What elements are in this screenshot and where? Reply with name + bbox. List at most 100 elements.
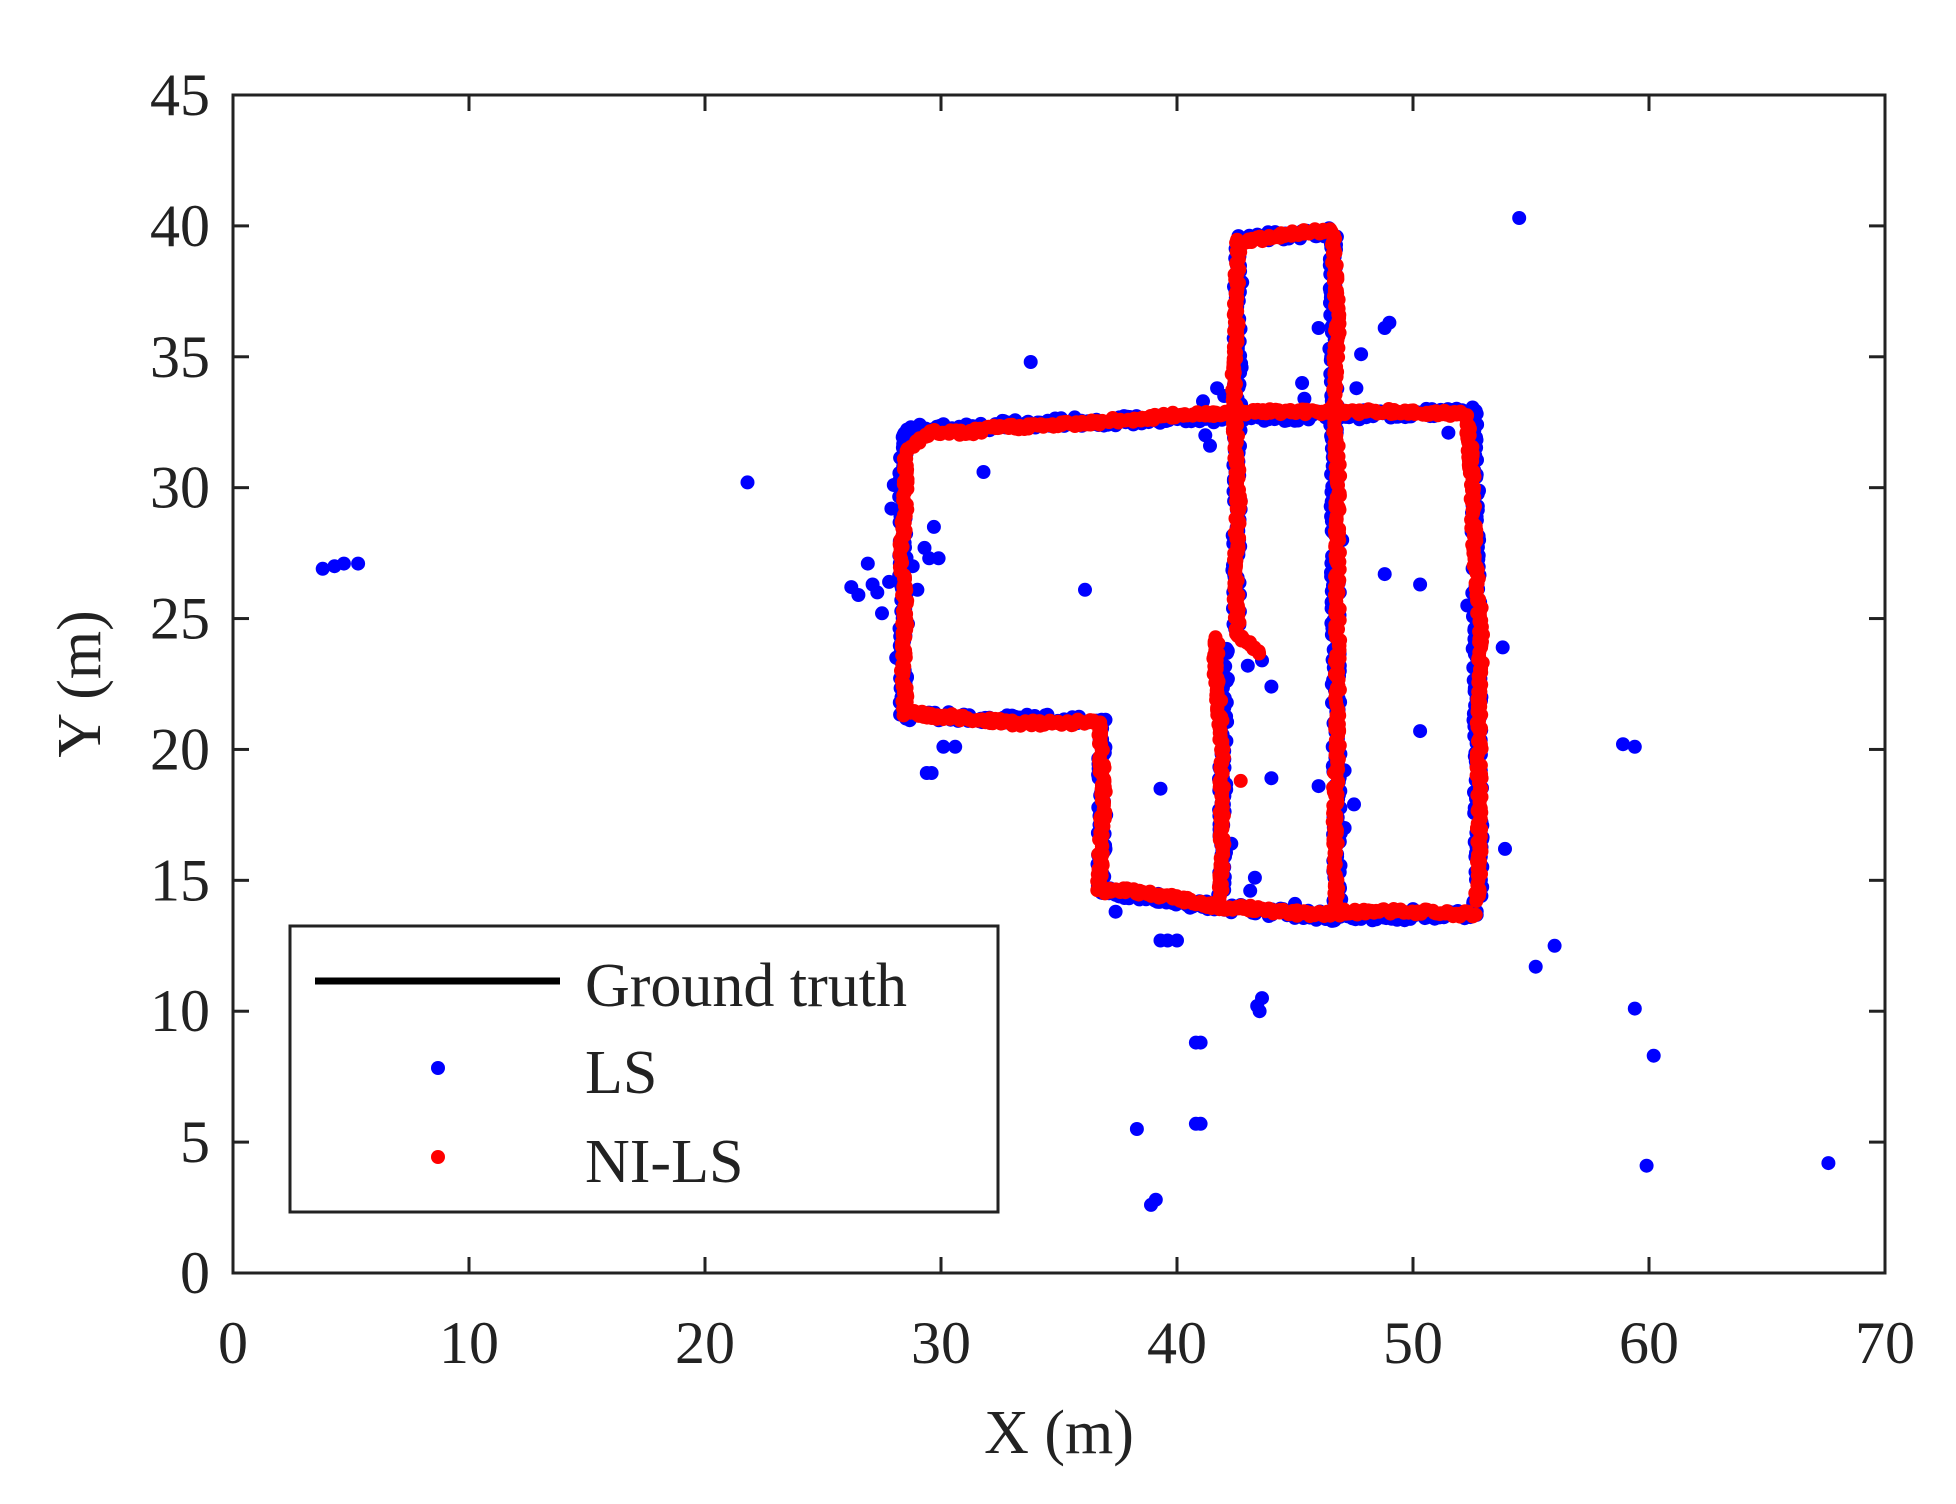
ls-point [1349, 381, 1364, 396]
legend: Ground truth LS NI-LS [288, 924, 1000, 1214]
y-tick-label: 30 [150, 455, 210, 521]
y-tick-label: 25 [150, 586, 210, 652]
ls-point [1821, 1156, 1836, 1171]
ni-ls-point [1251, 644, 1266, 659]
ls-point [1547, 938, 1562, 953]
ls-point [875, 606, 889, 621]
x-tick-label: 20 [675, 1310, 735, 1376]
y-tick-label: 0 [180, 1240, 210, 1306]
ls-point [976, 465, 991, 479]
ls-point [1512, 211, 1527, 225]
ls-point [1639, 1158, 1654, 1173]
ls-point [870, 585, 885, 600]
ls-point [1377, 567, 1392, 582]
x-tick-label: 70 [1855, 1310, 1915, 1376]
ni-ls-point [903, 703, 918, 718]
plot-area [315, 211, 1836, 1212]
ls-point [1255, 991, 1269, 1006]
legend-box [288, 924, 1000, 1214]
x-tick-label: 60 [1619, 1310, 1679, 1376]
x-tick-label: 30 [911, 1310, 971, 1376]
legend-ls-label: LS [585, 1039, 657, 1107]
ls-point [1413, 577, 1428, 592]
ls-point [1354, 347, 1369, 362]
x-axis-ticks: 0 10 20 30 40 50 60 70 [218, 95, 1915, 1376]
ls-point [1203, 438, 1217, 453]
ls-point [1108, 904, 1123, 919]
ls-point [1627, 739, 1642, 754]
ls-point [884, 501, 899, 516]
ls-point [882, 574, 897, 589]
legend-ni-ls-swatch [431, 1150, 445, 1164]
ls-point [1252, 1004, 1267, 1019]
ls-point [1153, 781, 1168, 796]
ls-point [1311, 779, 1326, 794]
x-axis-label: X (m) [984, 1399, 1134, 1467]
ls-point [1023, 355, 1038, 369]
x-tick-label: 40 [1147, 1310, 1207, 1376]
ls-point [315, 561, 330, 576]
y-tick-label: 10 [150, 978, 210, 1044]
ls-point [1441, 425, 1456, 440]
ls-point [1311, 321, 1326, 335]
y-tick-label: 5 [180, 1109, 210, 1175]
ls-point [1193, 1035, 1208, 1050]
ls-point [740, 475, 755, 490]
ls-point [1078, 582, 1092, 597]
y-tick-label: 35 [150, 324, 210, 390]
ls-point [1295, 376, 1310, 390]
y-tick-label: 40 [150, 193, 210, 259]
ls-point [1148, 1192, 1163, 1207]
ls-point [1193, 1116, 1208, 1131]
ls-point [1413, 724, 1428, 739]
y-axis-label: Y (m) [46, 610, 114, 758]
legend-ground-truth-label: Ground truth [585, 952, 907, 1020]
ls-point [1240, 658, 1255, 673]
ls-point [926, 519, 941, 534]
ls-point [917, 540, 932, 555]
ls-point [1616, 737, 1630, 752]
ls-point [948, 739, 963, 754]
ls-point [860, 556, 875, 571]
ls-point [931, 551, 946, 566]
ls-point [1382, 315, 1397, 330]
x-tick-label: 10 [439, 1310, 499, 1376]
ls-point [1646, 1048, 1661, 1063]
ls-point [1264, 771, 1279, 786]
ni-ls-point [1212, 893, 1227, 908]
y-tick-label: 45 [150, 62, 210, 128]
ni-ls-point [1233, 773, 1248, 788]
ls-point [1498, 841, 1512, 856]
ni-ls-points-layer [892, 222, 1490, 924]
y-tick-label: 15 [150, 847, 210, 913]
axes-box [231, 93, 1887, 1275]
ni-ls-point [1472, 635, 1487, 650]
ls-point [1495, 640, 1510, 655]
ls-point [1264, 679, 1279, 694]
ls-point [851, 588, 866, 602]
ni-ls-point [1469, 894, 1484, 908]
ls-point [1627, 1001, 1642, 1016]
x-tick-label: 50 [1383, 1310, 1443, 1376]
legend-ni-ls-label: NI-LS [585, 1128, 743, 1196]
ls-point [1243, 883, 1258, 898]
ls-point [1198, 428, 1213, 443]
ls-point [1297, 391, 1312, 406]
ls-point [336, 556, 351, 571]
ls-point [905, 559, 920, 574]
ls-point [1528, 959, 1543, 974]
y-axis-ticks: 0 5 10 15 20 25 30 35 40 45 [150, 62, 1885, 1306]
ls-point [351, 556, 366, 571]
x-tick-label: 0 [218, 1310, 248, 1376]
ls-point [910, 582, 925, 597]
ni-ls-point [1332, 908, 1347, 923]
ls-point [1170, 933, 1184, 948]
ls-point [1129, 1122, 1144, 1136]
ls-point [924, 766, 939, 780]
ls-point [1347, 797, 1361, 812]
ls-point [936, 739, 951, 754]
y-tick-label: 20 [150, 716, 210, 782]
legend-ls-swatch [431, 1061, 445, 1075]
